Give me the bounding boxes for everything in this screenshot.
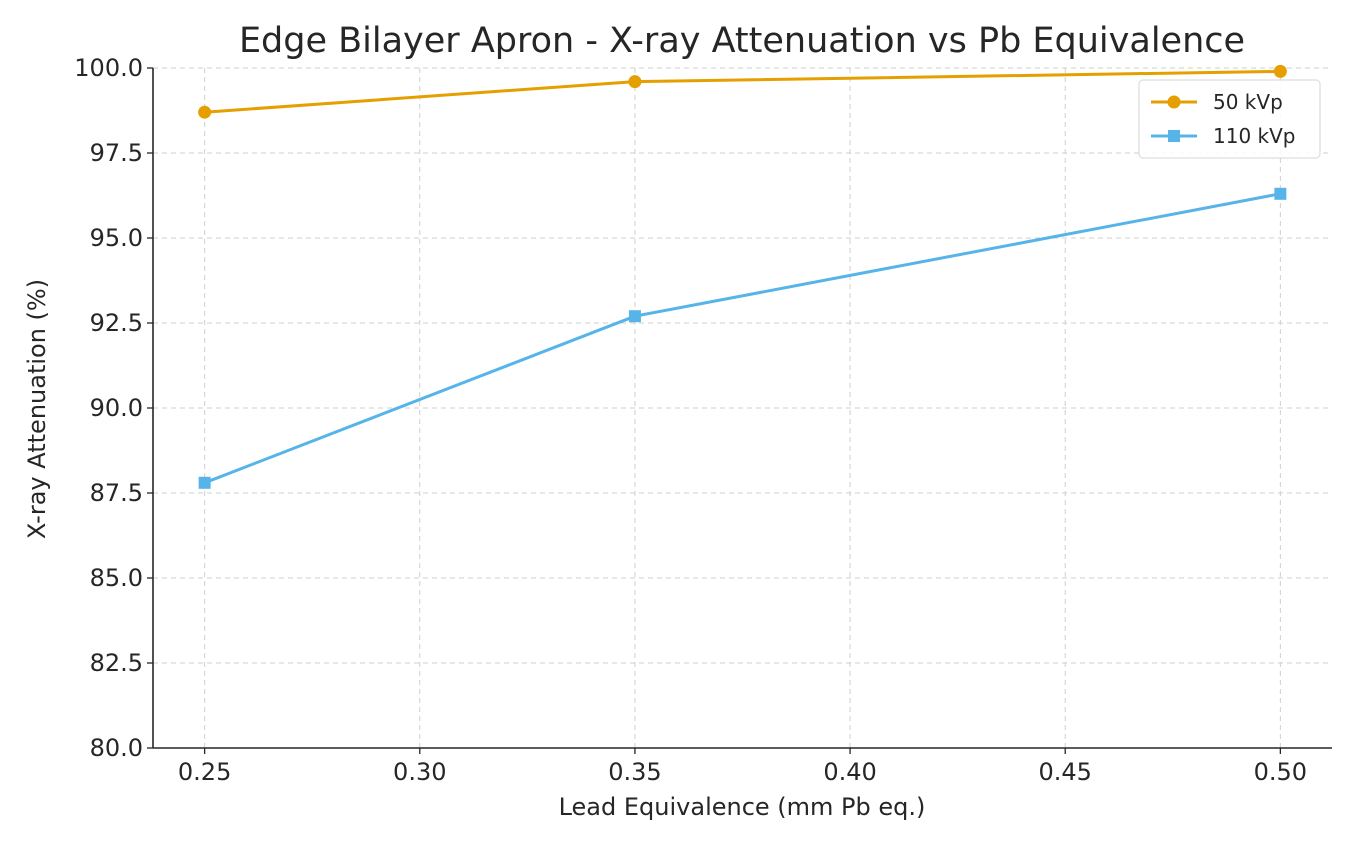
series-line-50-kvp [204, 69, 1281, 114]
y-tick-label: 100.0 [74, 54, 143, 82]
legend-label-50-kvp: 50 kVp [1213, 90, 1283, 114]
data-point-50-kvp [1273, 64, 1287, 78]
x-tick-label: 0.40 [823, 758, 876, 786]
chart-title: Edge Bilayer Apron - X-ray Attenuation v… [239, 21, 1245, 61]
legend-label-110-kvp: 110 kVp [1213, 124, 1296, 148]
legend: 50 kVp 110 kVp [1138, 79, 1321, 159]
data-point-50-kvp [628, 75, 642, 89]
x-axis-ticks: 0.25 0.30 0.35 0.40 0.45 0.50 [178, 748, 1307, 786]
y-axis-ticks: 80.0 82.5 85.0 87.5 90.0 92.5 95.0 97.5 100.0 [74, 54, 153, 762]
x-tick-label: 0.35 [608, 758, 661, 786]
x-axis-label: Lead Equivalence (mm Pb eq.) [559, 793, 926, 821]
y-tick-label: 87.5 [90, 479, 143, 507]
y-tick-label: 90.0 [90, 394, 143, 422]
data-point-50-kvp [198, 105, 212, 119]
data-point-110-kvp [628, 310, 641, 323]
legend-box [1138, 79, 1321, 159]
grid [153, 67, 1332, 749]
y-tick-label: 85.0 [90, 564, 143, 592]
series-line-110-kvp [204, 192, 1281, 485]
data-point-110-kvp [1274, 187, 1287, 200]
legend-marker-110-kvp [1168, 130, 1180, 142]
y-tick-label: 97.5 [90, 139, 143, 167]
y-tick-label: 92.5 [90, 309, 143, 337]
x-tick-label: 0.45 [1039, 758, 1092, 786]
y-tick-label: 95.0 [90, 224, 143, 252]
x-tick-label: 0.30 [393, 758, 446, 786]
legend-marker-50-kvp [1167, 95, 1181, 109]
y-axis-label: X-ray Attenuation (%) [23, 279, 51, 539]
series-group [198, 64, 1287, 489]
data-point-110-kvp [198, 476, 211, 489]
y-tick-label: 80.0 [90, 734, 143, 762]
x-tick-label: 0.50 [1254, 758, 1307, 786]
x-tick-label: 0.25 [178, 758, 231, 786]
y-tick-label: 82.5 [90, 649, 143, 677]
